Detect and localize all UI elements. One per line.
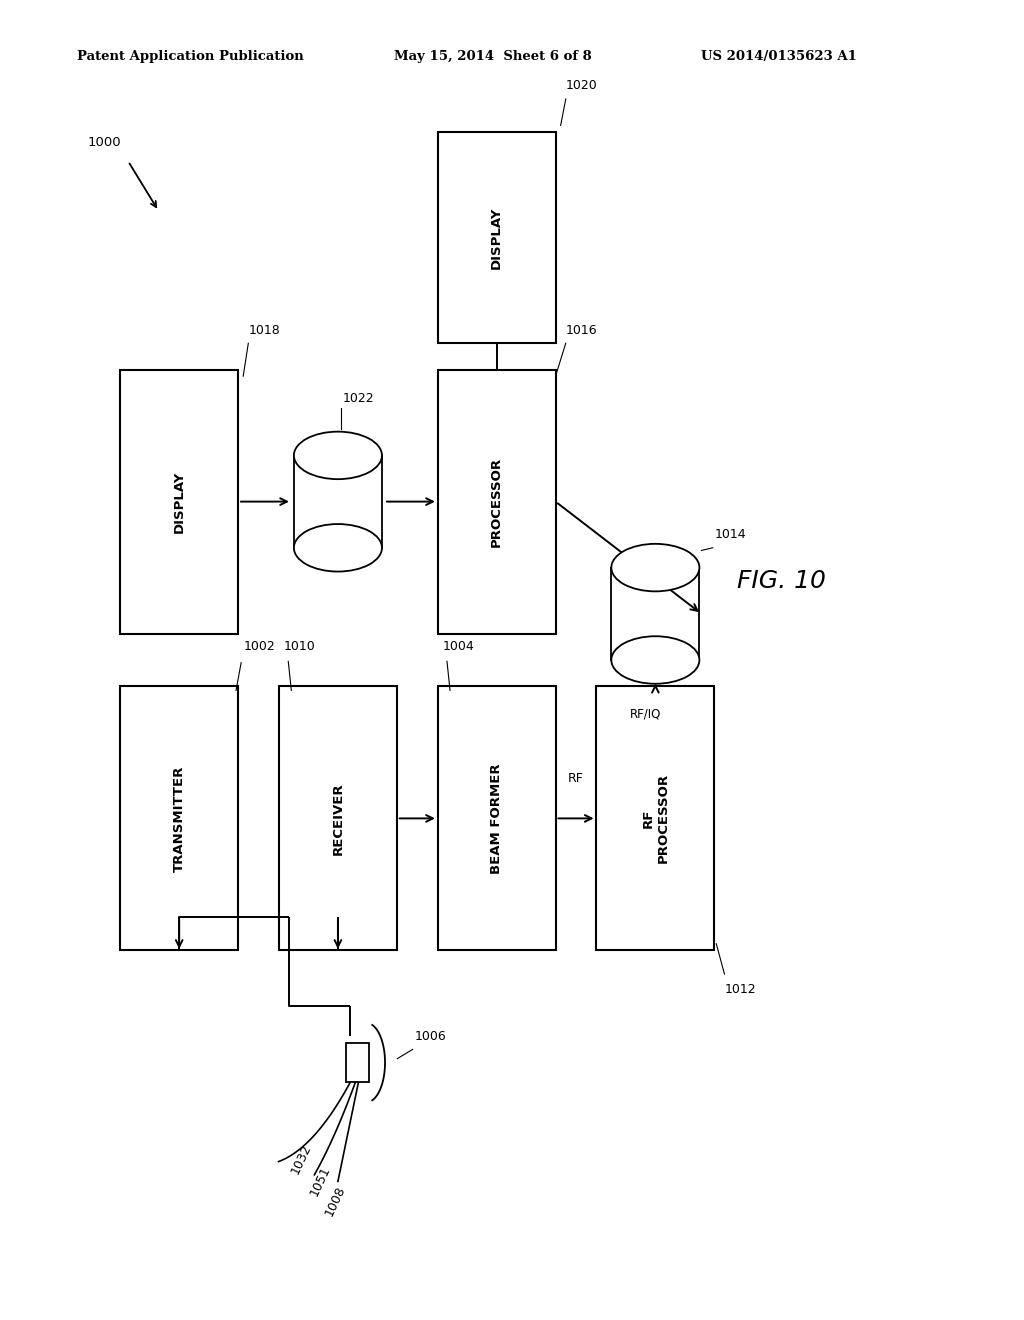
Text: 1012: 1012 xyxy=(725,983,756,997)
Text: TRANSMITTER: TRANSMITTER xyxy=(173,766,185,871)
Text: RF: RF xyxy=(568,772,584,785)
Text: 1051: 1051 xyxy=(307,1164,333,1199)
Text: DISPLAY: DISPLAY xyxy=(490,206,503,269)
Text: PROCESSOR: PROCESSOR xyxy=(490,457,503,546)
Text: 1016: 1016 xyxy=(565,323,597,337)
Bar xyxy=(596,686,715,950)
Text: RF
PROCESSOR: RF PROCESSOR xyxy=(641,774,670,863)
Bar xyxy=(438,370,555,634)
Text: RECEIVER: RECEIVER xyxy=(332,781,344,855)
Bar xyxy=(121,686,238,950)
Text: 1002: 1002 xyxy=(244,640,275,653)
Bar xyxy=(346,1043,369,1082)
Text: 1004: 1004 xyxy=(442,640,475,653)
Bar xyxy=(438,686,555,950)
Text: 1018: 1018 xyxy=(248,323,281,337)
Text: May 15, 2014  Sheet 6 of 8: May 15, 2014 Sheet 6 of 8 xyxy=(394,50,592,63)
Text: 1006: 1006 xyxy=(415,1030,446,1043)
Ellipse shape xyxy=(611,544,699,591)
Bar xyxy=(438,132,555,343)
Text: RF/IQ: RF/IQ xyxy=(630,708,660,721)
Text: 1032: 1032 xyxy=(289,1142,314,1176)
Text: US 2014/0135623 A1: US 2014/0135623 A1 xyxy=(701,50,857,63)
Ellipse shape xyxy=(294,524,382,572)
Text: BEAM FORMER: BEAM FORMER xyxy=(490,763,503,874)
Text: 1000: 1000 xyxy=(87,136,121,149)
Ellipse shape xyxy=(611,636,699,684)
Text: 1010: 1010 xyxy=(285,640,316,653)
Text: 1022: 1022 xyxy=(343,392,375,405)
Text: FIG. 10: FIG. 10 xyxy=(737,569,826,593)
Bar xyxy=(294,455,382,548)
Text: 1014: 1014 xyxy=(715,528,746,541)
Text: DISPLAY: DISPLAY xyxy=(173,470,185,533)
Bar xyxy=(279,686,397,950)
Text: 1008: 1008 xyxy=(323,1184,348,1218)
Bar xyxy=(121,370,238,634)
Bar xyxy=(611,568,699,660)
Text: 1020: 1020 xyxy=(565,79,598,92)
Text: Patent Application Publication: Patent Application Publication xyxy=(77,50,303,63)
Ellipse shape xyxy=(294,432,382,479)
